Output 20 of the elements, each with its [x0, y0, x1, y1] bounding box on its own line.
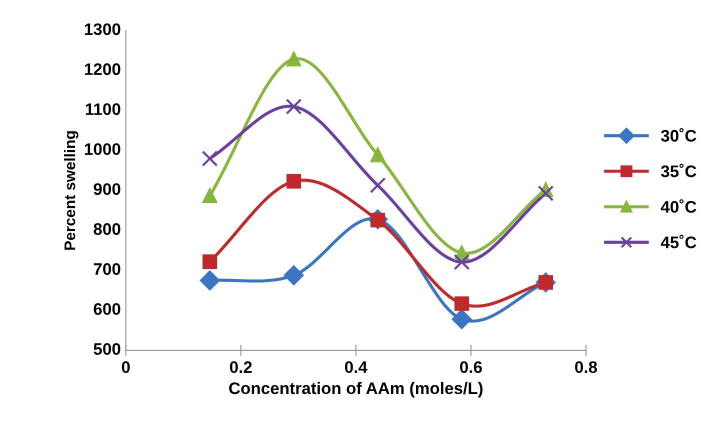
legend-label: 45˚C — [660, 234, 696, 248]
y-tick-label: 500 — [94, 343, 120, 355]
y-tick-label: 1300 — [84, 23, 120, 36]
y-tick-label: 1200 — [84, 63, 120, 76]
y-tick-label: 1100 — [86, 103, 120, 116]
x-tick-label: 0 — [122, 361, 130, 374]
y-tick-label: 900 — [94, 183, 120, 196]
y-tick-label: 1000 — [84, 143, 120, 156]
y-axis-title: Percent swelling — [64, 131, 78, 250]
x-tick-label: 0.4 — [344, 361, 368, 374]
x-tick-label: 0.2 — [230, 361, 252, 374]
y-tick-label: 800 — [94, 223, 120, 235]
legend-label: 40˚C — [660, 199, 696, 213]
y-tick-label: 600 — [94, 303, 120, 315]
x-tick-label: 0.6 — [460, 361, 482, 374]
y-tick-label: 700 — [94, 263, 120, 275]
x-axis-title: Concentration of AAm (moles/L) — [229, 382, 483, 398]
legend-label: 35˚C — [660, 164, 696, 178]
legend-label: 30˚C — [660, 128, 696, 142]
x-tick-label: 0.8 — [575, 361, 598, 374]
